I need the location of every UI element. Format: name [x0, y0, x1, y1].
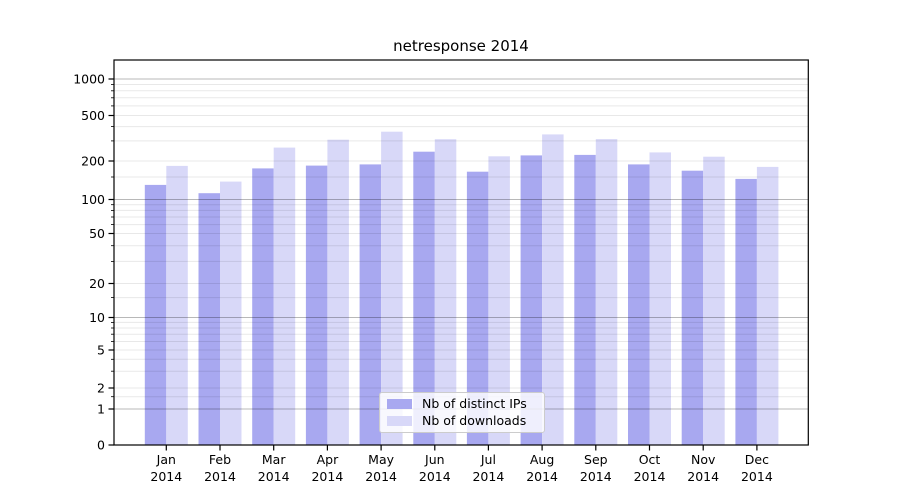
y-tick-label: 500: [81, 108, 105, 123]
x-tick-label-year: 2014: [472, 469, 504, 484]
bar-distinct-ips-7: [520, 155, 543, 445]
bar-distinct-ips-0: [144, 184, 167, 445]
x-tick-label-year: 2014: [419, 469, 451, 484]
x-tick-label-year: 2014: [526, 469, 558, 484]
y-tick-label: 2: [97, 381, 105, 396]
x-tick-label-month: Sep: [584, 452, 608, 467]
y-tick-label: 50: [89, 226, 105, 241]
legend-item-downloads: Nb of downloads: [387, 412, 544, 428]
bar-distinct-ips-1: [198, 193, 220, 445]
x-tick-label-year: 2014: [634, 469, 666, 484]
y-tick-label: 0: [97, 438, 105, 453]
chart-title: netresponse 2014: [393, 37, 529, 55]
bar-distinct-ips-8: [574, 154, 596, 445]
x-tick-label-month: Jul: [480, 452, 496, 467]
y-tick-label: 5: [97, 343, 105, 358]
x-tick-label-month: Apr: [317, 452, 339, 467]
bar-distinct-ips-9: [628, 164, 650, 445]
x-tick-label-year: 2014: [365, 469, 397, 484]
x-tick-label-month: May: [368, 452, 394, 467]
legend-swatch-downloads: [387, 415, 412, 426]
x-tick-label-year: 2014: [741, 469, 773, 484]
bar-downloads-2: [273, 147, 296, 445]
x-tick-label-year: 2014: [258, 469, 290, 484]
bar-downloads-11: [756, 166, 779, 445]
legend-label-distinct-ips: Nb of distinct IPs: [422, 396, 527, 411]
y-tick-label: 200: [81, 154, 105, 169]
bar-downloads-6: [488, 156, 510, 446]
x-tick-label-month: Dec: [745, 452, 769, 467]
bar-downloads-5: [434, 139, 457, 445]
bar-distinct-ips-4: [359, 164, 382, 445]
bar-distinct-ips-6: [466, 171, 489, 445]
y-tick-label: 20: [89, 276, 105, 291]
bar-downloads-8: [595, 139, 618, 445]
bar-downloads-9: [649, 152, 671, 445]
legend-box: Nb of distinct IPs Nb of downloads: [379, 392, 545, 433]
x-tick-label-year: 2014: [687, 469, 719, 484]
x-tick-label-month: Oct: [639, 452, 661, 467]
x-tick-label-year: 2014: [150, 469, 182, 484]
bar-distinct-ips-3: [305, 165, 328, 445]
legend-label-downloads: Nb of downloads: [422, 412, 527, 428]
x-tick-label-year: 2014: [311, 469, 343, 484]
bar-distinct-ips-5: [413, 151, 435, 445]
y-tick-label: 10: [89, 310, 105, 325]
x-tick-label-month: Mar: [262, 452, 286, 467]
bar-downloads-10: [703, 156, 725, 445]
x-tick-label-month: Jan: [156, 452, 176, 467]
x-tick-label-month: Jun: [424, 452, 445, 467]
bar-downloads-3: [327, 139, 349, 445]
bar-downloads-4: [381, 131, 403, 445]
bar-distinct-ips-10: [681, 170, 704, 445]
x-tick-label-year: 2014: [580, 469, 612, 484]
bar-downloads-1: [220, 181, 242, 445]
x-tick-label-year: 2014: [204, 469, 236, 484]
y-tick-label: 1: [97, 402, 105, 417]
y-tick-label: 100: [81, 192, 105, 207]
axes-frame: [113, 59, 809, 446]
bar-distinct-ips-2: [252, 168, 274, 445]
bar-distinct-ips-11: [735, 178, 757, 445]
legend-swatch-distinct-ips: [387, 399, 412, 410]
bar-downloads-0: [166, 165, 188, 445]
x-tick-label-month: Nov: [691, 452, 716, 467]
y-tick-label: 1000: [73, 72, 105, 87]
legend-item-distinct-ips: Nb of distinct IPs: [387, 396, 544, 411]
x-tick-label-month: Feb: [209, 452, 231, 467]
bar-downloads-7: [542, 134, 564, 445]
x-tick-label-month: Aug: [530, 452, 554, 467]
